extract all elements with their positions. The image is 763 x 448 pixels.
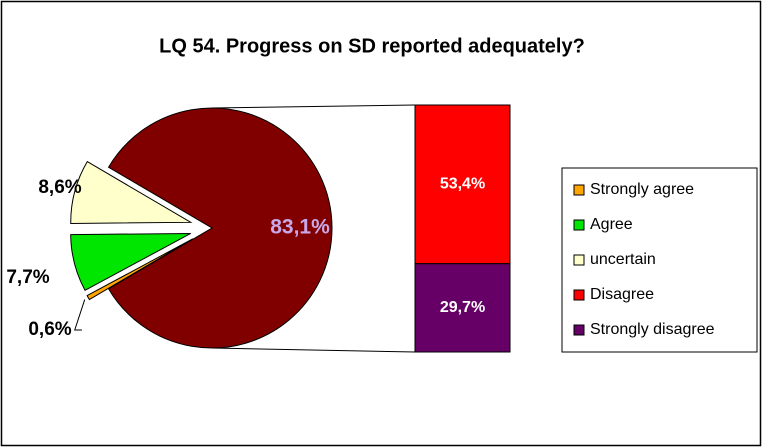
slice-label: 7,7% (6, 267, 49, 288)
bar-segment (414, 104, 511, 265)
bar-segment (414, 263, 511, 353)
legend-swatch (573, 254, 585, 266)
connector-line (211, 104, 416, 109)
bar-label: 29,7% (440, 299, 485, 316)
slice-label: 0,6% (28, 319, 71, 340)
legend-label: Strongly agree (590, 181, 694, 198)
leader-line (74, 299, 86, 331)
pie-slice (86, 238, 194, 301)
pie-slice (70, 232, 191, 291)
slice-label: 8,6% (38, 177, 81, 198)
legend-label: Agree (590, 216, 633, 233)
legend-swatch (573, 184, 585, 196)
bar-label: 53,4% (440, 176, 485, 193)
legend-swatch (573, 289, 585, 301)
legend-label: Disagree (590, 286, 654, 303)
legend-label: uncertain (590, 251, 656, 268)
connector-line (211, 347, 416, 353)
legend-swatch (573, 324, 585, 336)
legend-box (561, 167, 758, 353)
chart-title: LQ 54. Progress on SD reported adequatel… (159, 35, 585, 57)
legend-swatch (573, 219, 585, 231)
legend-label: Strongly disagree (590, 321, 715, 338)
slice-label: 83,1% (270, 216, 330, 239)
pie-slice (70, 160, 193, 224)
pie-slice (107, 107, 333, 349)
